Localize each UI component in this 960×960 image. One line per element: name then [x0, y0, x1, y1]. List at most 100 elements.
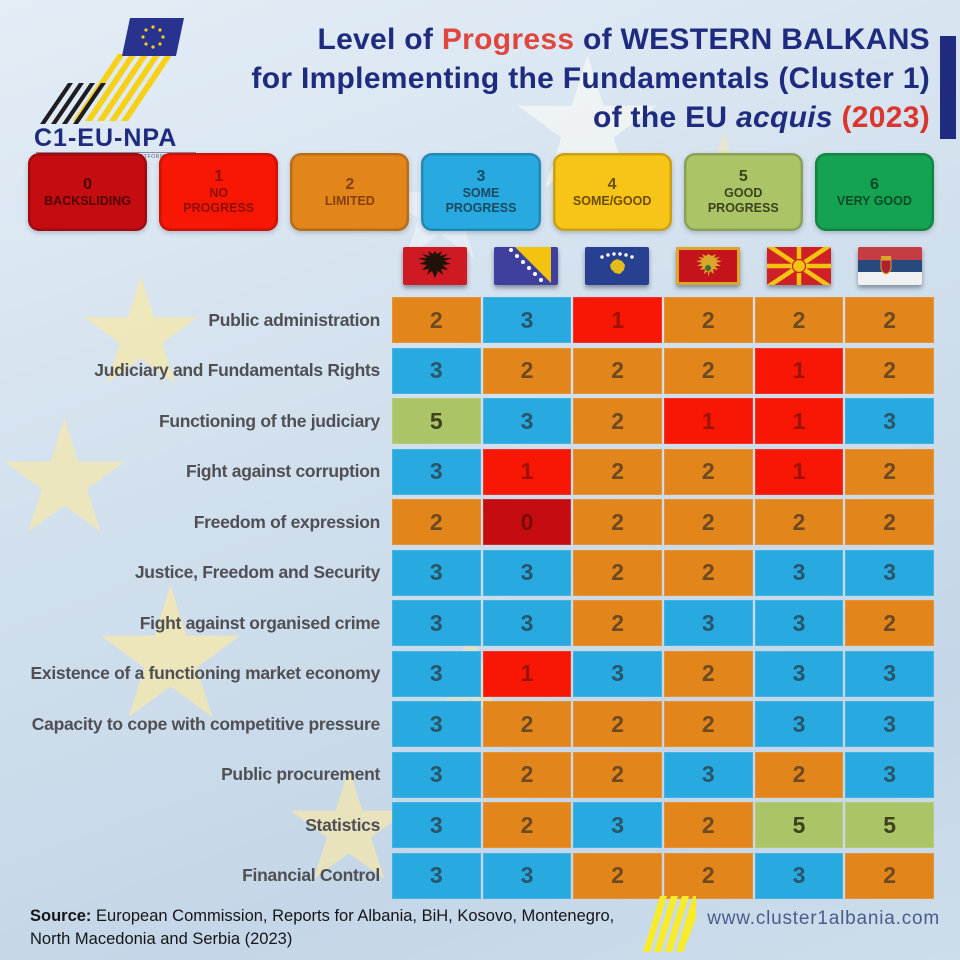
legend-value: 6 [869, 175, 879, 193]
score-cell: 2 [754, 499, 844, 545]
row-label: Public procurement [221, 764, 380, 784]
score-cell: 2 [573, 852, 662, 899]
score-cell: 2 [573, 701, 662, 747]
legend-value: 3 [476, 168, 486, 185]
score-cell: 1 [663, 398, 753, 444]
score-cell: 1 [754, 398, 844, 444]
flag-serbia-icon [845, 245, 934, 287]
table-row: Public procurement 3 2 2 3 2 3 [28, 751, 934, 798]
legend-label: BACKSLIDING [44, 193, 131, 208]
score-cell: 1 [754, 448, 844, 495]
score-cell: 3 [754, 852, 844, 899]
legend-value: 0 [83, 175, 93, 193]
score-cell: 3 [392, 347, 481, 394]
table-row: Statistics 3 2 3 2 5 5 [28, 802, 934, 848]
table-row: Justice, Freedom and Security 3 3 2 2 3 3 [28, 549, 934, 596]
score-cell: 3 [845, 751, 934, 798]
logo-graphic [40, 18, 184, 124]
legend-item-2: 2 LIMITED [290, 153, 410, 231]
score-cell: 3 [392, 751, 481, 798]
score-cell: 2 [573, 398, 662, 444]
score-cell: 3 [392, 701, 481, 747]
score-cell: 2 [754, 751, 844, 798]
score-cell: 2 [482, 701, 572, 747]
source-note: Source: European Commission, Reports for… [30, 905, 620, 951]
score-cell: 3 [754, 549, 844, 596]
score-cell: 3 [482, 398, 572, 444]
flag-kosovo-icon [572, 245, 661, 287]
score-cell: 0 [482, 499, 572, 545]
score-cell: 2 [392, 297, 481, 343]
score-cell: 2 [573, 499, 662, 545]
score-cell: 2 [573, 751, 662, 798]
legend-label: LIMITED [324, 193, 375, 208]
legend-item-5: 5 GOOD PROGRESS [683, 153, 803, 231]
score-cell: 3 [392, 549, 481, 596]
row-label: Statistics [305, 814, 380, 835]
row-label: Justice, Freedom and Security [134, 562, 380, 582]
score-cell: 5 [754, 802, 844, 848]
score-cell: 2 [845, 297, 934, 343]
score-cell: 2 [392, 499, 481, 545]
eu-flag-icon [122, 18, 184, 56]
row-label: Capacity to cope with competitive pressu… [31, 713, 381, 734]
legend-value: 1 [214, 168, 224, 185]
score-cell: 2 [845, 448, 934, 495]
row-label: Fight against organised crime [139, 612, 381, 633]
score-cell: 2 [482, 802, 572, 848]
website-link[interactable]: www.cluster1albania.com [707, 908, 940, 929]
score-cell: 3 [754, 701, 844, 747]
flag-albania-icon [390, 245, 479, 287]
score-cell: 2 [663, 650, 753, 697]
title-accent-bar [940, 36, 956, 139]
legend-label: NO PROGRESS [183, 186, 255, 215]
score-cell: 1 [754, 347, 844, 394]
legend-value: 4 [607, 175, 617, 193]
legend-label: SOME/GOOD [572, 193, 652, 208]
title-progress-word: Progress [441, 23, 575, 56]
score-cell: 2 [845, 600, 934, 646]
legend-item-1: 1 NO PROGRESS [159, 153, 279, 231]
legend-value: 2 [345, 175, 355, 193]
title-line-1: Level of Progress of WESTERN BALKANS [317, 23, 930, 56]
score-cell: 3 [663, 751, 753, 798]
score-cell: 2 [482, 347, 572, 394]
table-row: Freedom of expression 2 0 2 2 2 2 [28, 499, 934, 545]
score-cell: 1 [482, 448, 572, 495]
score-cell: 3 [573, 802, 662, 848]
score-cell: 2 [663, 701, 753, 747]
score-cell: 2 [845, 347, 934, 394]
source-text: European Commission, Reports for Albania… [30, 907, 615, 948]
logo-text: C1-EU-NPA [34, 124, 178, 152]
logo-black-stripes [40, 83, 106, 124]
organization-logo: C1-EU-NPA CLUSTER ONE EU NEGOTIATION PLA… [18, 8, 328, 160]
progress-scale-legend: 0 BACKSLIDING 1 NO PROGRESS 2 LIMITED 3 SOME PR… [28, 153, 934, 231]
score-cell: 3 [392, 448, 481, 495]
page-title: Level of Progress of WESTERN BALKANS for… [251, 20, 930, 137]
score-cell: 3 [392, 802, 481, 848]
score-cell: 2 [663, 802, 753, 848]
score-cell: 2 [663, 297, 753, 343]
score-cell: 2 [573, 448, 662, 495]
score-cell: 2 [754, 297, 844, 343]
row-label: Financial Control [242, 865, 380, 885]
score-cell: 2 [573, 600, 662, 646]
legend-item-3: 3 SOME PROGRESS [421, 153, 541, 231]
country-flags-row [390, 245, 934, 287]
title-line-2: for Implementing the Fundamentals (Clust… [251, 62, 930, 95]
score-cell: 2 [845, 499, 934, 545]
score-cell: 3 [482, 297, 572, 343]
score-cell: 3 [482, 549, 572, 596]
row-label: Judiciary and Fundamentals Rights [94, 360, 380, 380]
table-row: Public administration 2 3 1 2 2 2 [28, 297, 934, 343]
row-label: Fight against corruption [185, 461, 380, 481]
table-row: Existence of a functioning market econom… [28, 650, 934, 697]
